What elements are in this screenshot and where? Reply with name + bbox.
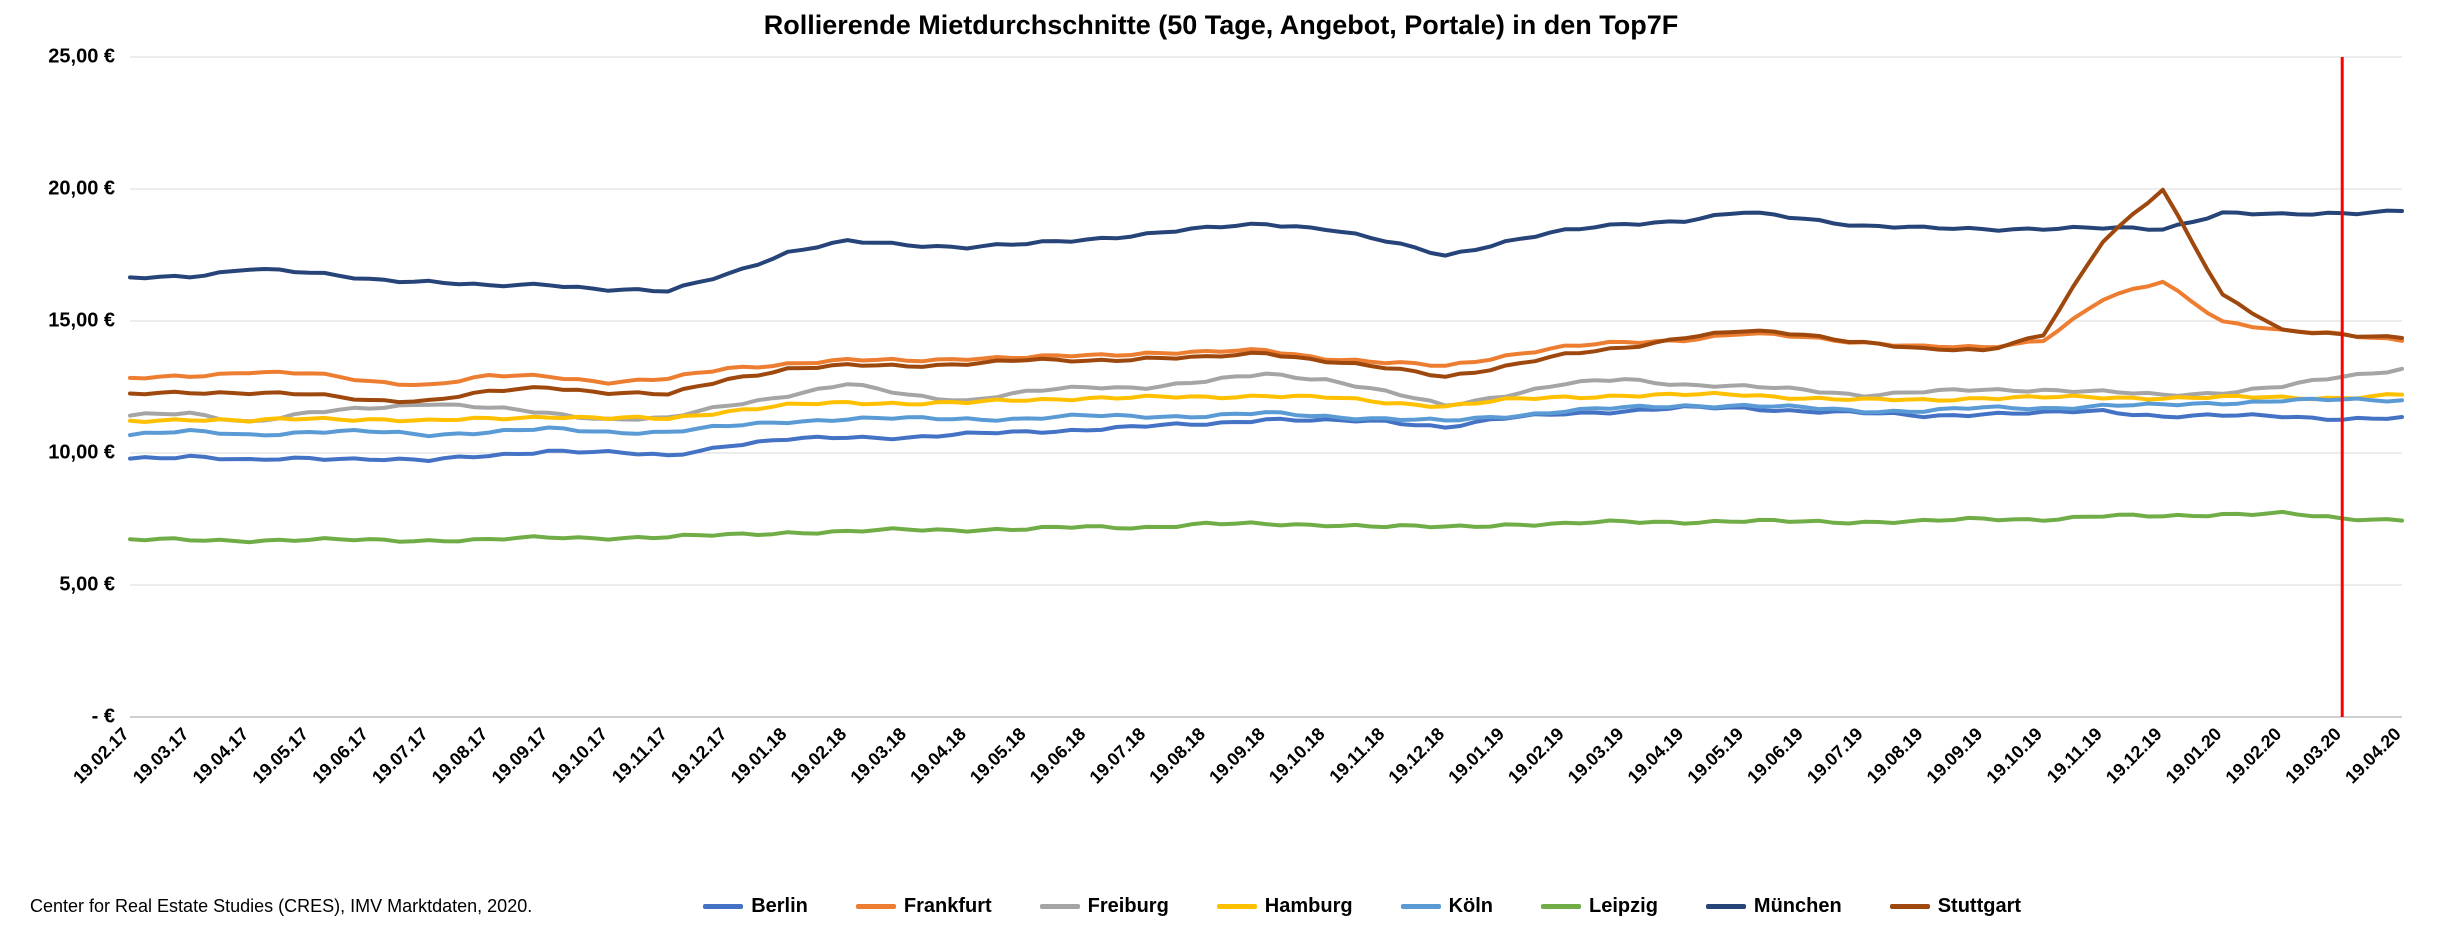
x-tick-label: 19.07.17: [368, 724, 432, 788]
x-tick-label: 19.09.19: [1923, 724, 1987, 788]
x-tick-label: 19.10.17: [547, 724, 611, 788]
source-text: Center for Real Estate Studies (CRES), I…: [30, 896, 532, 917]
x-tick-label: 19.09.18: [1205, 724, 1269, 788]
x-tick-label: 19.12.18: [1385, 724, 1449, 788]
x-tick-label: 19.10.19: [1982, 724, 2046, 788]
plot-area: - € 5,00 € 10,00 € 15,00 € 20,00 € 25,00…: [20, 47, 2422, 827]
x-tick-label: 19.06.17: [308, 724, 372, 788]
x-tick-label: 19.02.19: [1504, 724, 1568, 788]
x-tick-label: 19.01.18: [727, 724, 791, 788]
legend-swatch: [1706, 904, 1746, 909]
x-tick-label: 19.08.18: [1145, 724, 1209, 788]
legend-swatch: [1890, 904, 1930, 909]
legend-item-frankfurt: Frankfurt: [856, 895, 992, 918]
series-leipzig: [130, 512, 2402, 542]
legend-swatch: [703, 904, 743, 909]
x-tick-label: 19.07.19: [1803, 724, 1867, 788]
x-tick-label: 19.05.18: [966, 724, 1030, 788]
x-tick-label: 19.04.18: [906, 724, 970, 788]
legend-item-stuttgart: Stuttgart: [1890, 895, 2021, 918]
x-tick-label: 19.06.18: [1026, 724, 1090, 788]
y-tick-label: 5,00 €: [59, 573, 115, 595]
x-tick-label: 19.04.17: [189, 724, 253, 788]
x-tick-label: 19.03.17: [129, 724, 193, 788]
legend-label: Frankfurt: [904, 895, 992, 918]
legend-item-leipzig: Leipzig: [1541, 895, 1658, 918]
chart-title: Rollierende Mietdurchschnitte (50 Tage, …: [20, 10, 2422, 41]
footer-row: Center for Real Estate Studies (CRES), I…: [0, 895, 2442, 918]
legend-label: Hamburg: [1265, 895, 1353, 918]
legend-swatch: [1040, 904, 1080, 909]
legend: Berlin Frankfurt Freiburg Hamburg Köln Leipzi…: [572, 895, 2152, 918]
x-tick-label: 19.03.18: [846, 724, 910, 788]
x-tick-label: 19.08.17: [428, 724, 492, 788]
x-tick-label: 19.03.20: [2281, 724, 2345, 788]
plot-svg: - € 5,00 € 10,00 € 15,00 € 20,00 € 25,00…: [20, 47, 2422, 827]
x-tick-label: 19.11.17: [608, 724, 671, 787]
x-tick-label: 19.04.20: [2341, 724, 2405, 788]
x-tick-label: 19.03.19: [1564, 724, 1628, 788]
series-frankfurt: [130, 282, 2402, 385]
x-tick-label: 19.02.17: [69, 724, 133, 788]
x-tick-label: 19.02.18: [787, 724, 851, 788]
legend-swatch: [1217, 904, 1257, 909]
legend-label: Stuttgart: [1938, 895, 2021, 918]
legend-swatch: [1541, 904, 1581, 909]
chart-container: Rollierende Mietdurchschnitte (50 Tage, …: [0, 0, 2442, 932]
x-tick-label: 19.02.20: [2222, 724, 2286, 788]
x-tick-label: 19.12.19: [2102, 724, 2166, 788]
legend-label: Leipzig: [1589, 895, 1658, 918]
y-tick-label: 10,00 €: [48, 441, 115, 463]
legend-label: München: [1754, 895, 1842, 918]
x-tick-label: 19.10.18: [1265, 724, 1329, 788]
legend-swatch: [856, 904, 896, 909]
legend-item-münchen: München: [1706, 895, 1842, 918]
series-stuttgart: [130, 190, 2402, 402]
legend-item-hamburg: Hamburg: [1217, 895, 1353, 918]
x-tick-label: 19.05.19: [1683, 724, 1747, 788]
legend-item-freiburg: Freiburg: [1040, 895, 1169, 918]
x-tick-label: 19.07.18: [1086, 724, 1150, 788]
x-tick-label: 19.06.19: [1743, 724, 1807, 788]
x-tick-label: 19.08.19: [1863, 724, 1927, 788]
x-tick-label: 19.11.19: [2043, 724, 2106, 787]
series-münchen: [130, 211, 2402, 292]
y-tick-label: 20,00 €: [48, 177, 115, 199]
x-tick-label: 19.01.19: [1444, 724, 1508, 788]
legend-label: Freiburg: [1088, 895, 1169, 918]
legend-label: Köln: [1449, 895, 1493, 918]
y-tick-label: 25,00 €: [48, 47, 115, 67]
legend-item-berlin: Berlin: [703, 895, 808, 918]
legend-item-köln: Köln: [1401, 895, 1493, 918]
legend-swatch: [1401, 904, 1441, 909]
x-tick-label: 19.11.18: [1325, 724, 1388, 787]
x-tick-label: 19.04.19: [1624, 724, 1688, 788]
x-tick-label: 19.09.17: [488, 724, 552, 788]
x-tick-label: 19.05.17: [249, 724, 313, 788]
y-tick-label: 15,00 €: [48, 309, 115, 331]
x-tick-label: 19.01.20: [2162, 724, 2226, 788]
x-tick-label: 19.12.17: [667, 724, 731, 788]
y-tick-label: - €: [92, 705, 115, 727]
legend-label: Berlin: [751, 895, 808, 918]
